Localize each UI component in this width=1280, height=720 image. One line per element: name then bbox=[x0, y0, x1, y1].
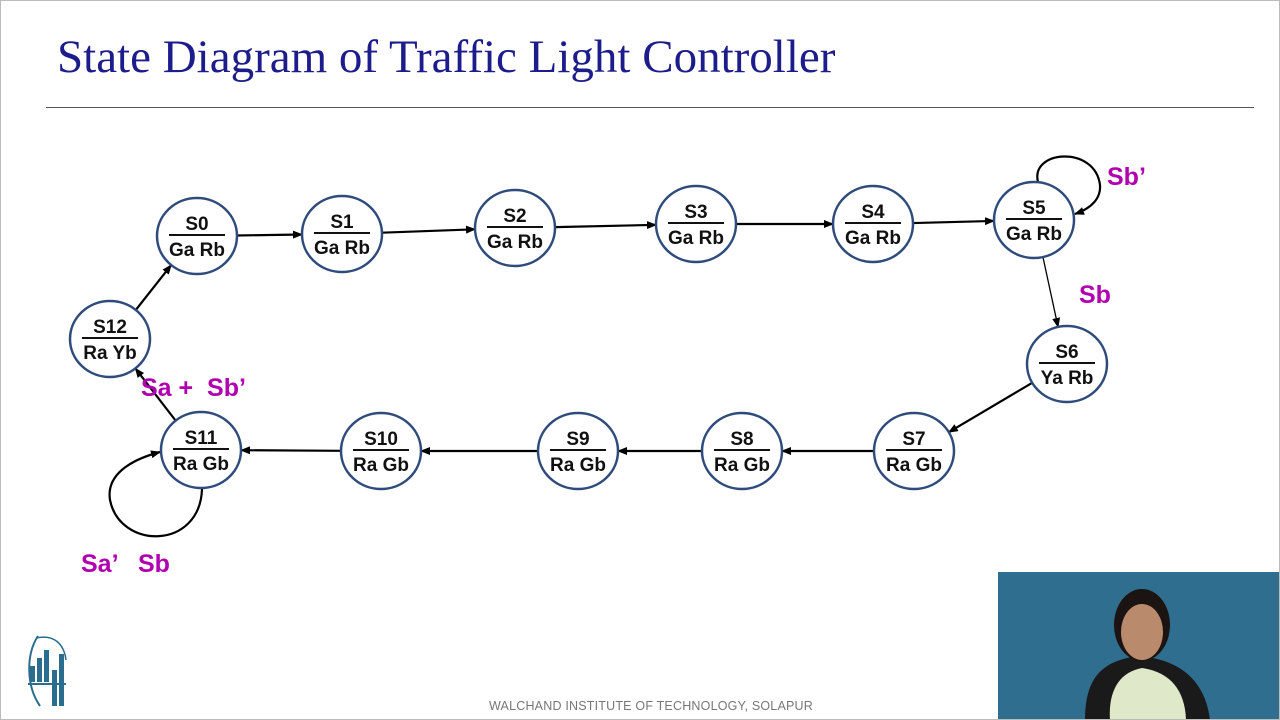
state-output: Ga Rb bbox=[169, 240, 225, 261]
state-name: S2 bbox=[503, 206, 526, 227]
state-output: Ga Rb bbox=[314, 238, 370, 259]
state-name: S9 bbox=[566, 429, 589, 450]
state-output: Ra Gb bbox=[173, 454, 229, 475]
state-name: S3 bbox=[684, 202, 707, 223]
state-output: Ga Rb bbox=[1006, 224, 1062, 245]
transition-s0-to-s1 bbox=[236, 230, 304, 239]
state-output: Ga Rb bbox=[845, 228, 901, 249]
webcam-video bbox=[998, 572, 1280, 720]
transition-s2-to-s3 bbox=[554, 221, 658, 230]
state-output: Ra Yb bbox=[83, 343, 137, 364]
state-node-s2: S2 Ga Rb bbox=[473, 188, 557, 268]
transition-s5-to-s5 bbox=[1036, 155, 1102, 216]
state-output: Ga Rb bbox=[487, 232, 543, 253]
state-node-s4: S4 Ga Rb bbox=[831, 184, 915, 264]
state-output: Ga Rb bbox=[668, 228, 724, 249]
state-node-s11: S11 Ra Gb bbox=[159, 410, 243, 490]
state-output: Ra Gb bbox=[550, 455, 606, 476]
transition-s6-to-s7 bbox=[947, 381, 1033, 434]
state-name: S4 bbox=[861, 202, 885, 223]
state-node-s12: S12 Ra Yb bbox=[68, 299, 152, 379]
state-node-s10: S10 Ra Gb bbox=[339, 411, 423, 491]
state-output: Ra Gb bbox=[886, 455, 942, 476]
state-node-s8: S8 Ra Gb bbox=[700, 411, 784, 491]
state-name: S5 bbox=[1022, 198, 1046, 219]
transition-s1-to-s2 bbox=[381, 225, 477, 234]
state-name: S6 bbox=[1055, 342, 1078, 363]
state-node-s7: S7 Ra Gb bbox=[872, 411, 956, 491]
state-name: S0 bbox=[185, 214, 208, 235]
state-node-s0: S0 Ga Rb bbox=[155, 196, 239, 276]
transition-condition: Sb bbox=[1079, 281, 1111, 309]
state-name: S12 bbox=[93, 317, 127, 338]
state-node-s3: S3 Ga Rb bbox=[654, 184, 738, 264]
slide-title: State Diagram of Traffic Light Controlle… bbox=[57, 31, 836, 83]
footer-institute-name: WALCHAND INSTITUTE OF TECHNOLOGY, SOLAPU… bbox=[489, 699, 813, 713]
state-node-s5: S5 Ga Rb bbox=[992, 180, 1076, 260]
state-name: S8 bbox=[730, 429, 753, 450]
transition-condition: Sa’ Sb bbox=[81, 550, 170, 578]
state-output: Ra Gb bbox=[353, 455, 409, 476]
state-name: S11 bbox=[185, 428, 218, 449]
state-node-s6: S6 Ya Rb bbox=[1025, 324, 1109, 404]
state-output: Ya Rb bbox=[1041, 368, 1094, 389]
institute-logo bbox=[28, 635, 67, 707]
title-divider bbox=[46, 107, 1254, 108]
transition-s11-to-s11 bbox=[108, 450, 204, 538]
state-name: S10 bbox=[364, 429, 398, 450]
state-output: Ra Gb bbox=[714, 455, 770, 476]
state-name: S1 bbox=[330, 212, 354, 233]
transition-s4-to-s5 bbox=[912, 217, 996, 226]
transition-s10-to-s11 bbox=[239, 446, 342, 455]
transition-s11-to-s12 bbox=[134, 367, 177, 422]
transition-condition: Sa + Sb’ bbox=[141, 374, 246, 402]
state-node-s9: S9 Ra Gb bbox=[536, 411, 620, 491]
state-node-s1: S1 Ga Rb bbox=[300, 194, 384, 274]
transition-condition: Sb’ bbox=[1107, 163, 1146, 191]
transition-s12-to-s0 bbox=[134, 264, 173, 311]
transition-s5-to-s6 bbox=[1042, 256, 1061, 328]
state-name: S7 bbox=[902, 429, 925, 450]
